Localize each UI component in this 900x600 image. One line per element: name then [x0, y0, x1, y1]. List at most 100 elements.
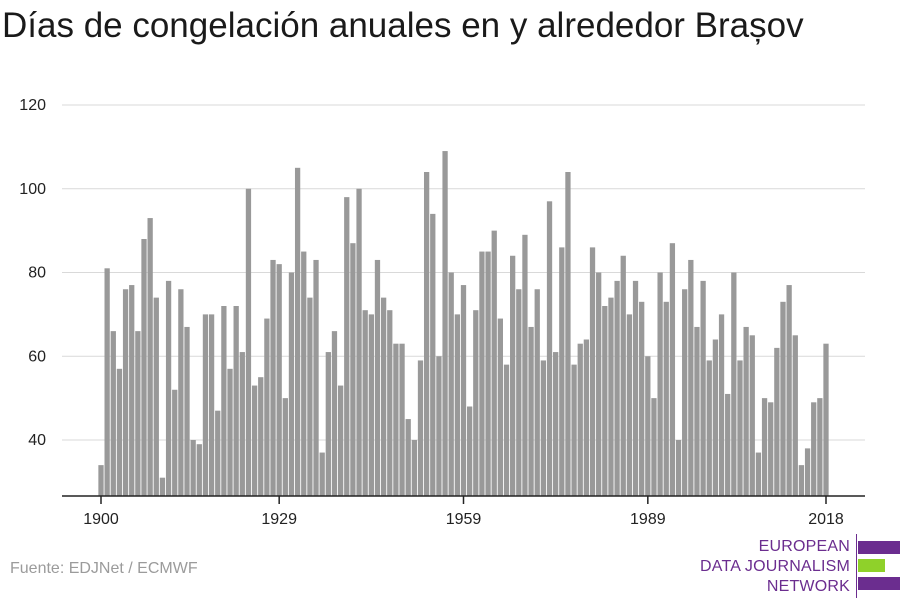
bar-1983 — [608, 297, 614, 497]
bar-1930 — [282, 398, 288, 497]
bar-2008 — [761, 398, 768, 497]
bar-2015 — [804, 448, 811, 497]
bar-1942 — [356, 188, 362, 496]
bar-2013 — [792, 335, 798, 496]
edjnet-logo: EUROPEAN DATA JOURNALISM NETWORK — [700, 534, 900, 598]
bar-1999 — [706, 360, 712, 496]
bar-1934 — [307, 297, 313, 497]
y-tick-label-60: 60 — [28, 348, 46, 365]
bar-1954 — [430, 213, 436, 497]
bar-2011 — [780, 301, 786, 496]
bar-1956 — [442, 151, 448, 496]
bar-1964 — [491, 230, 497, 497]
bar-1912 — [172, 389, 178, 496]
bar-1974 — [553, 352, 559, 496]
bar-1950 — [405, 419, 411, 496]
bar-1915 — [190, 440, 196, 496]
bar-2002 — [725, 393, 731, 496]
bar-1995 — [682, 289, 688, 496]
bar-1907 — [141, 239, 147, 496]
bar-1911 — [165, 280, 172, 497]
bar-1969 — [522, 234, 528, 496]
chart-title: Días de congelación anuales en y alreded… — [2, 6, 804, 45]
bar-2007 — [755, 452, 762, 496]
bar-1924 — [245, 188, 252, 496]
bar-1971 — [534, 289, 540, 496]
bar-1955 — [436, 356, 442, 496]
bar-1925 — [251, 385, 258, 496]
y-tick-label-120: 120 — [19, 97, 46, 114]
bar-2014 — [798, 465, 805, 497]
y-tick-label-100: 100 — [19, 181, 46, 198]
bar-2001 — [718, 314, 725, 497]
bar-1967 — [510, 255, 516, 496]
bar-1959 — [460, 285, 467, 496]
bar-1957 — [448, 272, 454, 496]
logo-text-line-1: EUROPEAN — [758, 538, 850, 555]
bar-1984 — [614, 280, 620, 497]
bar-1926 — [258, 377, 264, 496]
bar-1993 — [669, 243, 676, 496]
bar-1908 — [147, 218, 153, 496]
bar-1928 — [270, 259, 276, 496]
bar-1921 — [227, 368, 233, 496]
bar-1962 — [479, 251, 485, 496]
bar-1991 — [657, 272, 663, 496]
bar-1948 — [393, 343, 399, 496]
logo-bar-bottom — [858, 577, 900, 590]
bar-1944 — [368, 314, 374, 497]
bar-1904 — [122, 289, 129, 496]
x-tick-label-1959: 1959 — [446, 511, 482, 528]
bars — [98, 151, 829, 497]
bar-1937 — [325, 352, 331, 496]
bar-1990 — [651, 398, 657, 497]
logo-bar-top — [858, 541, 900, 554]
bar-1936 — [319, 452, 325, 496]
bar-1918 — [208, 314, 215, 497]
bar-2009 — [768, 402, 774, 496]
bar-1946 — [380, 297, 387, 497]
bar-2016 — [811, 402, 817, 496]
bar-1914 — [184, 326, 190, 496]
bar-1941 — [350, 243, 356, 496]
bar-1977 — [571, 364, 577, 497]
bar-1949 — [399, 343, 405, 496]
bar-1975 — [559, 247, 565, 497]
bar-1970 — [528, 326, 534, 496]
bar-1939 — [337, 385, 344, 496]
bar-1909 — [153, 297, 159, 497]
y-tick-label-80: 80 — [28, 265, 46, 282]
bar-1940 — [344, 197, 350, 497]
bar-1920 — [221, 306, 227, 496]
bar-1996 — [688, 259, 694, 496]
bar-1994 — [675, 440, 682, 496]
bar-1965 — [497, 318, 503, 496]
x-tick-label-1989: 1989 — [630, 511, 666, 528]
bar-1923 — [239, 352, 245, 496]
bar-1905 — [129, 285, 135, 496]
bar-1943 — [362, 310, 368, 496]
bar-2000 — [712, 339, 719, 496]
x-tick-label-1929: 1929 — [261, 511, 297, 528]
bar-1961 — [473, 310, 479, 496]
bar-1998 — [700, 280, 706, 497]
bar-1988 — [639, 301, 645, 496]
y-axis-tick-labels: 40 60 80 100 120 — [19, 97, 46, 449]
bar-1989 — [645, 356, 651, 496]
bar-1982 — [602, 306, 608, 496]
bar-1919 — [215, 410, 221, 496]
logo-bar-middle — [858, 559, 885, 572]
bar-1938 — [331, 331, 338, 497]
bar-1958 — [454, 314, 460, 497]
bar-2004 — [737, 360, 743, 496]
bar-1902 — [110, 331, 116, 497]
logo-divider — [856, 534, 857, 598]
bar-1973 — [546, 201, 553, 496]
logo-text-line-3: NETWORK — [766, 578, 850, 595]
bar-2010 — [774, 347, 780, 497]
bar-1903 — [116, 368, 123, 496]
bar-1985 — [620, 255, 626, 496]
bar-2017 — [817, 398, 823, 497]
bar-1935 — [313, 259, 319, 496]
